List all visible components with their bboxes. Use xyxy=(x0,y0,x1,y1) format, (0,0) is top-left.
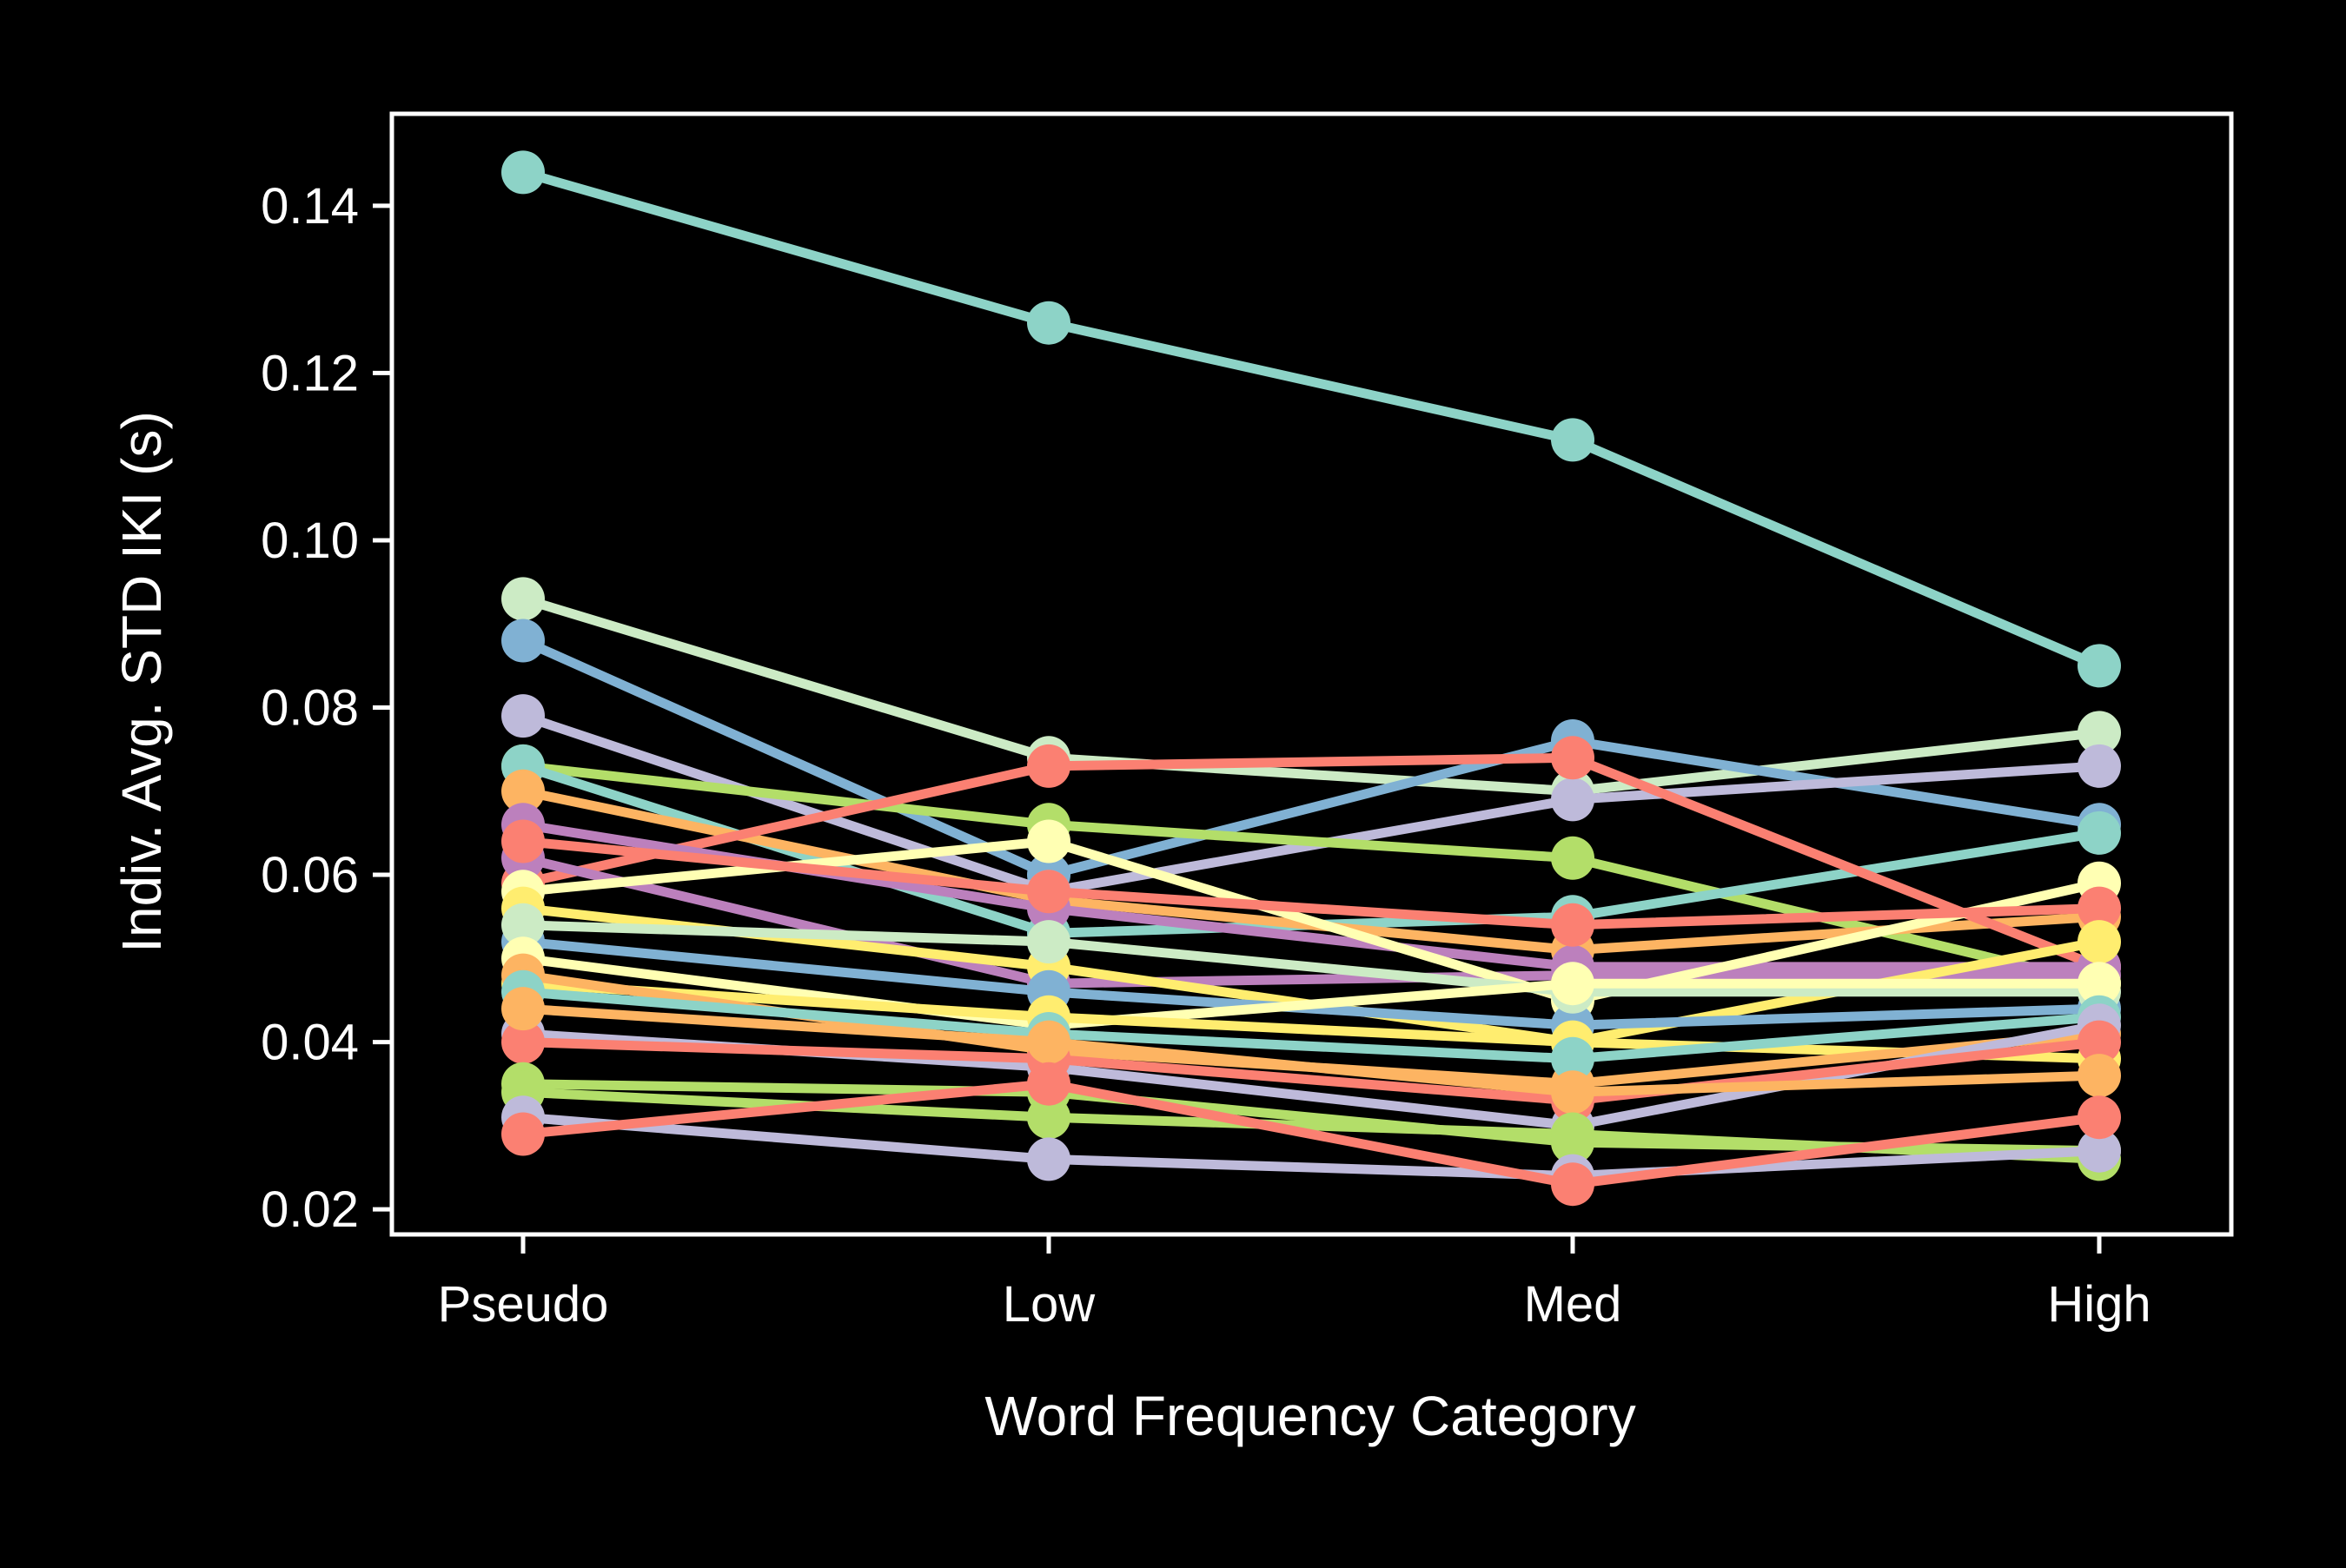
data-point xyxy=(1027,870,1070,914)
data-point xyxy=(1027,1137,1070,1181)
series-26 xyxy=(501,1062,2121,1207)
data-point xyxy=(1551,418,1594,462)
y-tick-label: 0.06 xyxy=(261,847,359,903)
data-point xyxy=(1551,777,1594,822)
series-line xyxy=(518,837,2104,930)
data-point xyxy=(2078,744,2121,788)
series-line xyxy=(518,1079,2104,1189)
data-point xyxy=(2078,920,2121,964)
y-tick-label: 0.10 xyxy=(261,513,359,569)
data-point xyxy=(501,903,545,947)
data-point xyxy=(2078,886,2121,930)
y-tick-label: 0.04 xyxy=(261,1015,359,1071)
y-tick-label: 0.12 xyxy=(261,345,359,401)
data-point xyxy=(501,819,545,863)
series-line xyxy=(518,978,2104,1064)
y-tick-label: 0.02 xyxy=(261,1181,359,1238)
x-tick-label: Med xyxy=(1524,1276,1622,1333)
data-point xyxy=(2078,644,2121,688)
x-tick-label: Low xyxy=(1003,1276,1097,1333)
data-point xyxy=(501,1112,545,1156)
series-12 xyxy=(501,819,2121,947)
data-point xyxy=(501,694,545,738)
series-line xyxy=(518,752,2104,972)
data-point xyxy=(2078,1095,2121,1140)
data-point xyxy=(501,577,545,621)
data-point xyxy=(1551,1112,1594,1156)
series-22 xyxy=(501,987,2121,1115)
series-line xyxy=(518,953,2104,1030)
data-point xyxy=(501,619,545,663)
data-point xyxy=(1027,301,1070,345)
data-point xyxy=(501,769,545,813)
data-point xyxy=(1027,1020,1070,1064)
series-layer xyxy=(501,150,2121,1207)
x-tick-label: High xyxy=(2047,1276,2150,1333)
data-point xyxy=(2078,810,2121,855)
series-line xyxy=(518,853,2104,989)
x-tick-label: Pseudo xyxy=(438,1276,609,1333)
axes-layer: 0.02 0.04 0.06 0.08 0.10 0.12 0.14 Pseudo Low Med… xyxy=(261,111,2234,1333)
data-point xyxy=(501,1020,545,1064)
y-tick-label: 0.14 xyxy=(261,178,359,235)
data-point xyxy=(1027,1062,1070,1106)
x-axis-title: Word Frequency Category xyxy=(984,1385,1635,1447)
series-line xyxy=(518,1003,2104,1097)
data-point xyxy=(1027,744,1070,788)
plot-frame xyxy=(389,111,2234,1237)
y-axis-title: Indiv. Avg. STD IKI (s) xyxy=(110,411,173,953)
data-point xyxy=(1027,920,1070,964)
data-point xyxy=(1551,962,1594,1006)
series-line xyxy=(518,920,2104,997)
data-point xyxy=(501,150,545,195)
data-point xyxy=(1551,1036,1594,1081)
y-tick-label: 0.08 xyxy=(261,680,359,737)
data-point xyxy=(1027,1095,1070,1140)
data-point xyxy=(2078,1020,2121,1064)
series-line xyxy=(518,1037,2104,1106)
data-point xyxy=(1551,1070,1594,1115)
series-line xyxy=(518,987,2104,1064)
data-point xyxy=(501,987,545,1031)
data-point xyxy=(2078,1128,2121,1173)
series-line xyxy=(518,593,2104,797)
data-point xyxy=(1551,836,1594,880)
data-point xyxy=(1551,1162,1594,1207)
data-point xyxy=(1551,903,1594,947)
data-point xyxy=(1027,819,1070,863)
data-point xyxy=(2078,711,2121,755)
series-1 xyxy=(501,150,2121,688)
series-line xyxy=(518,167,2104,671)
data-point xyxy=(2078,1054,2121,1098)
data-point xyxy=(2078,962,2121,1006)
series-line xyxy=(518,1112,2104,1181)
data-point xyxy=(1551,736,1594,780)
